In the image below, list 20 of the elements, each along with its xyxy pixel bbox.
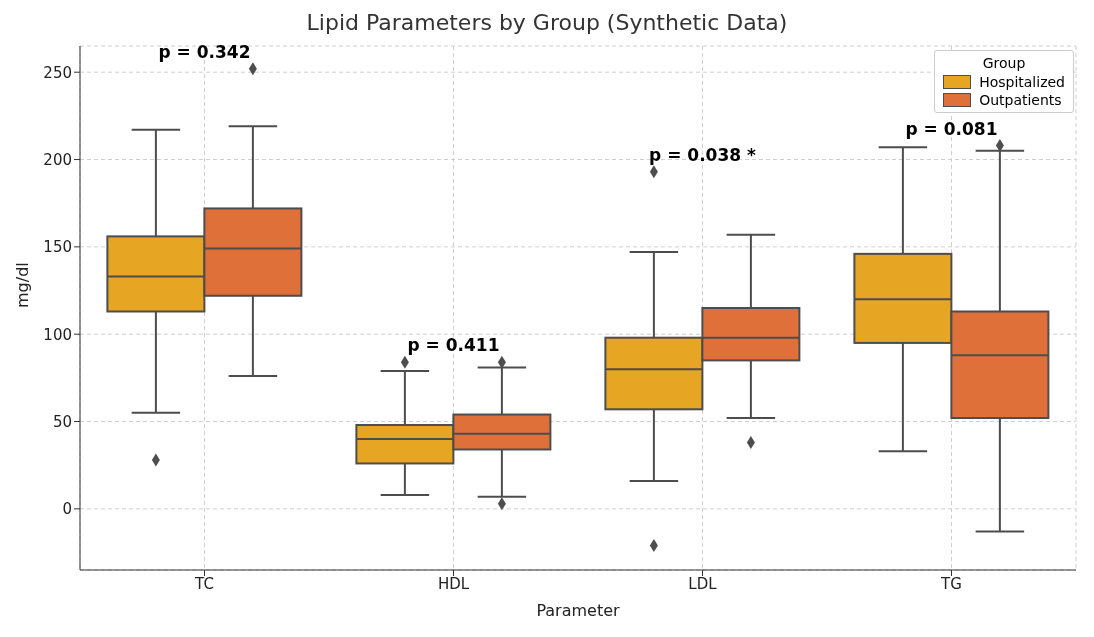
x-tick-label: TC bbox=[194, 574, 214, 593]
legend-title: Group bbox=[981, 55, 1027, 71]
chart-title: Lipid Parameters by Group (Synthetic Data) bbox=[305, 9, 789, 37]
x-tick-label: LDL bbox=[688, 574, 718, 593]
y-tick-label: 100 bbox=[43, 325, 72, 344]
y-tick-label: 50 bbox=[52, 412, 72, 431]
x-tick-label: HDL bbox=[437, 574, 470, 593]
annotation: p = 0.342 bbox=[158, 41, 251, 62]
y-tick-label: 250 bbox=[43, 63, 72, 82]
annotation: p = 0.081 bbox=[905, 118, 998, 139]
y-tick-label: 0 bbox=[62, 500, 72, 519]
y-axis-title: mg/dl bbox=[12, 262, 32, 308]
annotation: p = 0.411 bbox=[407, 335, 500, 356]
legend-label: Hospitalized bbox=[979, 74, 1065, 90]
x-tick-label: TG bbox=[940, 574, 962, 593]
y-tick-label: 150 bbox=[43, 238, 72, 257]
annotation: p = 0.038 * bbox=[649, 144, 757, 165]
x-axis-title: Parameter bbox=[536, 601, 621, 620]
legend-label: Outpatients bbox=[979, 92, 1062, 108]
y-tick-label: 200 bbox=[43, 150, 72, 169]
